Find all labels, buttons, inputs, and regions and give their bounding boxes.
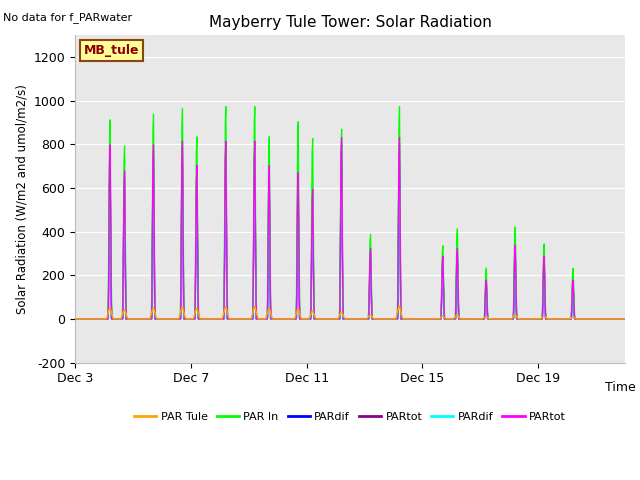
Legend: PAR Tule, PAR In, PARdif, PARtot, PARdif, PARtot: PAR Tule, PAR In, PARdif, PARtot, PARdif… [130,408,570,426]
Title: Mayberry Tule Tower: Solar Radiation: Mayberry Tule Tower: Solar Radiation [209,15,492,30]
Text: MB_tule: MB_tule [84,44,140,57]
Y-axis label: Solar Radiation (W/m2 and umol/m2/s): Solar Radiation (W/m2 and umol/m2/s) [15,84,28,314]
X-axis label: Time: Time [605,381,636,394]
Text: No data for f_PARwater: No data for f_PARwater [3,12,132,23]
